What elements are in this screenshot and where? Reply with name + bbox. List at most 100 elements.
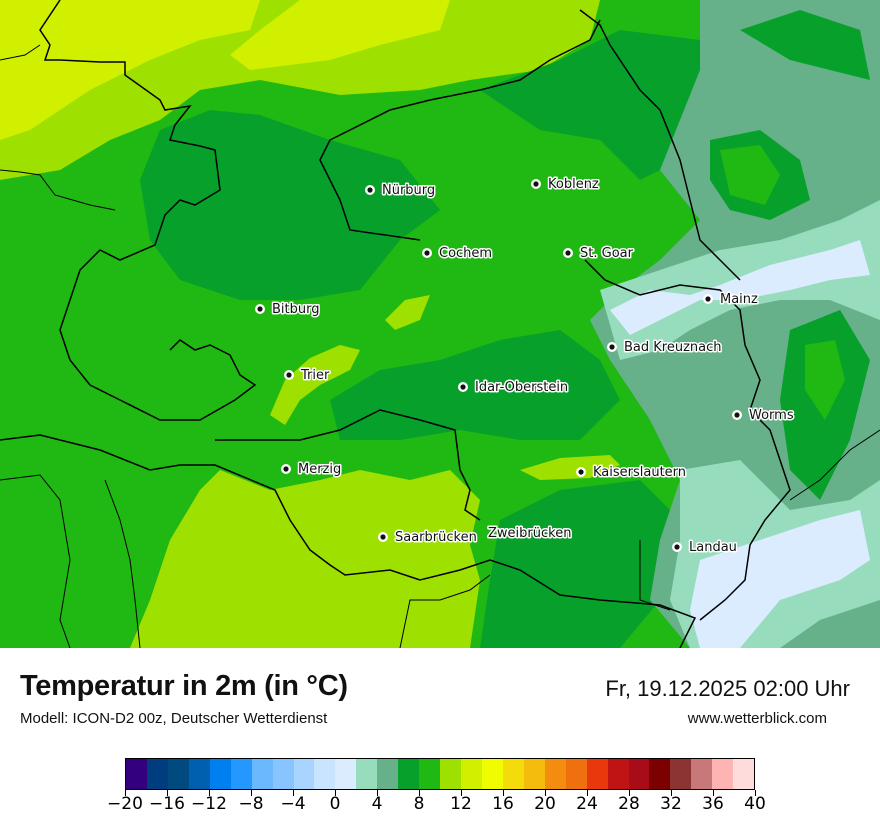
- city-dot-center-icon: [674, 544, 680, 550]
- colorbar-tick-label: 24: [576, 794, 598, 814]
- city-label: Nürburg: [382, 183, 435, 198]
- city-dot-center-icon: [286, 372, 292, 378]
- city-dot-center-icon: [380, 534, 386, 540]
- colorbar-segment: [712, 759, 734, 789]
- city-label: Idar-Oberstein: [475, 380, 568, 395]
- city-label: Landau: [689, 540, 737, 555]
- colorbar-segment: [272, 759, 294, 789]
- city-marker[interactable]: Kaiserslautern: [576, 464, 688, 482]
- colorbar-segment: [356, 759, 378, 789]
- city-marker[interactable]: Koblenz: [531, 176, 600, 194]
- colorbar-segment: [126, 759, 147, 789]
- colorbar-tick-label: 28: [618, 794, 640, 814]
- city-dot-center-icon: [609, 344, 615, 350]
- colorbar-segment: [377, 759, 399, 789]
- colorbar-segment: [523, 759, 545, 789]
- temperature-zone-6-8-pfalz: [480, 480, 680, 648]
- colorbar-tick: [671, 790, 672, 796]
- temperature-map[interactable]: Nürburg Koblenz Cochem St. Goar Mainz Bitburg…: [0, 0, 880, 648]
- city-dot-center-icon: [367, 187, 373, 193]
- city-marker[interactable]: Merzig: [281, 461, 343, 479]
- city-dot-center-icon: [565, 250, 571, 256]
- colorbar-tick: [251, 790, 252, 796]
- website-link[interactable]: www.wetterblick.com: [687, 710, 827, 727]
- city-marker[interactable]: Landau: [672, 539, 738, 557]
- temperature-colorbar: [125, 758, 755, 790]
- colorbar-tick: [545, 790, 546, 796]
- colorbar-tick: [503, 790, 504, 796]
- colorbar-tick-label: −20: [107, 794, 143, 814]
- colorbar-segment: [565, 759, 587, 789]
- colorbar-tick: [377, 790, 378, 796]
- colorbar-segment: [544, 759, 566, 789]
- city-marker[interactable]: St. Goar: [563, 245, 635, 263]
- colorbar-segment: [419, 759, 441, 789]
- temperature-zone-6-8-hunsrueck: [330, 330, 620, 440]
- city-marker[interactable]: Nürburg: [365, 182, 437, 200]
- colorbar-segment: [146, 759, 168, 789]
- city-marker[interactable]: Bad Kreuznach: [607, 339, 723, 357]
- colorbar-segment: [481, 759, 503, 789]
- temperature-zone-10-12-kl: [520, 455, 620, 480]
- colorbar-tick-label: −16: [149, 794, 185, 814]
- colorbar-tick-label: 32: [660, 794, 682, 814]
- city-dot-center-icon: [734, 412, 740, 418]
- colorbar-ticks: −20 −16 −12 −8 −4 0 4 8 12 16 20 24 28 32 36 40: [107, 790, 766, 826]
- colorbar-tick: [629, 790, 630, 796]
- city-marker[interactable]: Bitburg: [255, 301, 321, 319]
- city-label: Mainz: [720, 292, 758, 307]
- city-label: Koblenz: [548, 177, 599, 192]
- colorbar-tick-label: 36: [702, 794, 724, 814]
- city-label: St. Goar: [580, 246, 634, 261]
- colorbar-tick-label: 4: [371, 794, 383, 814]
- colorbar-tick: [335, 790, 336, 796]
- colorbar-segment: [649, 759, 671, 789]
- colorbar-tick-label: 20: [534, 794, 556, 814]
- city-dot-center-icon: [578, 469, 584, 475]
- colorbar-tick: [293, 790, 294, 796]
- colorbar-segment: [209, 759, 231, 789]
- city-marker[interactable]: Trier: [284, 367, 331, 385]
- city-markers: Nürburg Koblenz Cochem St. Goar Mainz Bitburg…: [255, 176, 795, 557]
- city-label: Merzig: [298, 462, 341, 477]
- colorbar-segment: [335, 759, 357, 789]
- city-label: Trier: [300, 368, 330, 383]
- city-marker[interactable]: Idar-Oberstein: [458, 379, 570, 397]
- city-marker[interactable]: Worms: [732, 407, 795, 425]
- colorbar-tick: [713, 790, 714, 796]
- city-dot-center-icon: [460, 384, 466, 390]
- city-marker[interactable]: Cochem: [422, 245, 494, 263]
- city-label: Bad Kreuznach: [624, 340, 722, 355]
- colorbar-segment: [230, 759, 252, 789]
- state-borders: [0, 0, 791, 648]
- colorbar-segment: [607, 759, 629, 789]
- colorbar-tick: [167, 790, 168, 796]
- city-dot-center-icon: [533, 181, 539, 187]
- colorbar-segment: [314, 759, 336, 789]
- city-dot-center-icon: [257, 306, 263, 312]
- colorbar-segment: [293, 759, 315, 789]
- colorbar-tick: [755, 790, 756, 796]
- colorbar-tick: [209, 790, 210, 796]
- temperature-zone-8-10-taunus: [720, 145, 845, 420]
- colorbar-tick-label: −12: [191, 794, 227, 814]
- chart-title: Temperatur in 2m (in °C): [20, 670, 348, 702]
- colorbar-tick-label: 8: [413, 794, 425, 814]
- colorbar-segment: [398, 759, 420, 789]
- city-dot-center-icon: [424, 250, 430, 256]
- colorbar-segment: [461, 759, 482, 789]
- colorbar-segment: [502, 759, 524, 789]
- temperature-zone-6-8-eifel: [140, 110, 440, 300]
- city-label: Bitburg: [272, 302, 320, 317]
- country-borders: [0, 44, 880, 648]
- colorbar-segment: [628, 759, 650, 789]
- city-label: Worms: [749, 408, 794, 423]
- colorbar-tick: [125, 790, 126, 796]
- city-marker[interactable]: Zweibrücken: [487, 525, 573, 543]
- colorbar-segment: [733, 759, 755, 789]
- colorbar-tick-label: 12: [450, 794, 472, 814]
- city-label: Kaiserslautern: [593, 465, 686, 480]
- city-marker[interactable]: Saarbrücken: [378, 529, 478, 547]
- colorbar-segment: [691, 759, 713, 789]
- city-marker[interactable]: Mainz: [703, 291, 760, 309]
